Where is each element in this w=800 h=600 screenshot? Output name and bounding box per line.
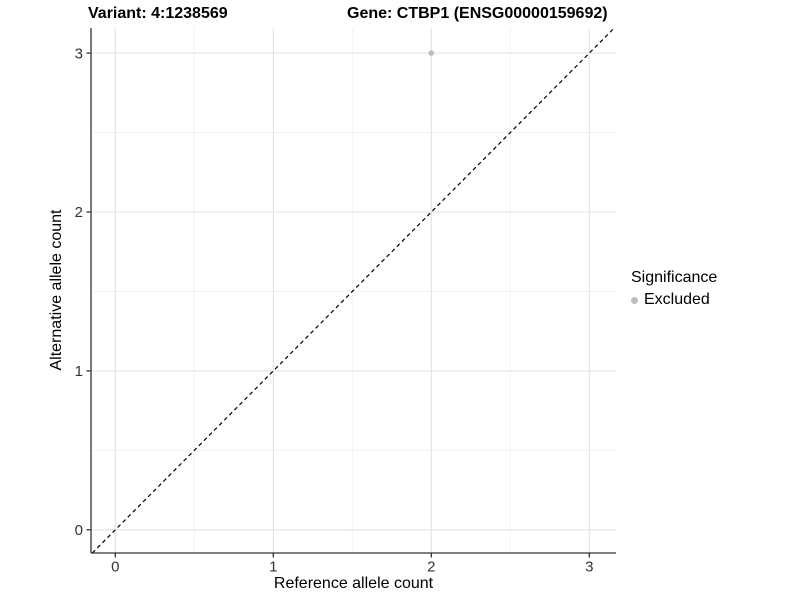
y-tick-label: 2: [75, 204, 83, 221]
y-tick-label: 3: [75, 45, 83, 62]
x-tick-label: 2: [427, 559, 435, 576]
x-tick-label: 0: [111, 559, 119, 576]
data-point: [428, 50, 435, 56]
variant-title: Variant: 4:1238569: [88, 5, 228, 22]
gene-title: Gene: CTBP1 (ENSG00000159692): [347, 5, 608, 22]
excluded-point-icon: [631, 296, 638, 304]
legend-item-label: Excluded: [644, 291, 710, 308]
legend-title: Significance: [631, 269, 718, 286]
x-tick-label: 3: [585, 559, 593, 576]
x-axis-title: Reference allele count: [273, 575, 434, 592]
identity-dashed-line: [91, 27, 615, 554]
y-axis-title: Alternative allele count: [48, 209, 65, 371]
x-tick-label: 1: [269, 559, 277, 576]
y-tick-label: 0: [75, 522, 83, 539]
y-tick-label: 1: [75, 363, 83, 380]
legend: Significance Excluded: [631, 269, 717, 309]
legend-item-excluded: Excluded: [631, 291, 717, 309]
